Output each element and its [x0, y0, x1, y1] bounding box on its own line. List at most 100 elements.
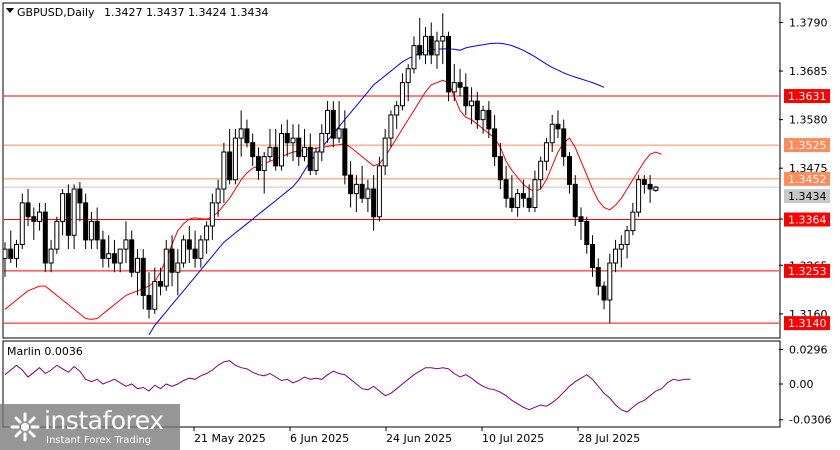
candle	[647, 175, 653, 203]
candle	[175, 249, 181, 296]
candle-body-bull	[267, 146, 273, 158]
candle-body-bear	[371, 188, 377, 218]
price-badge-box	[784, 89, 830, 104]
candle	[60, 189, 66, 236]
candle	[365, 179, 371, 213]
time-tick-label: 21 May 2025	[194, 432, 266, 445]
price-badge-box	[784, 263, 830, 278]
candle-body-bull	[60, 193, 66, 222]
price-badge: 1.3631	[784, 89, 830, 104]
candle-body-bull	[181, 239, 187, 264]
candle-body-bear	[520, 193, 526, 199]
candle	[284, 119, 290, 157]
ohlc-readout: 1.3427 1.3437 1.3424 1.3434	[104, 6, 268, 19]
candle	[111, 239, 117, 273]
candle-body-bull	[290, 137, 296, 144]
candle	[515, 189, 521, 217]
candle	[566, 152, 572, 194]
candle	[307, 133, 313, 176]
candle-body-bear	[417, 45, 423, 56]
candle-body-bear	[584, 220, 590, 245]
symbol-dropdown-icon[interactable]	[6, 8, 14, 13]
candle	[94, 207, 100, 250]
candle-body-bear	[77, 188, 83, 204]
candle-body-bear	[572, 183, 578, 218]
candle-body-bull	[2, 248, 8, 259]
candle	[428, 22, 434, 65]
price-badge: 1.3140	[784, 316, 830, 331]
candle-body-bull	[376, 165, 382, 218]
candle	[71, 184, 77, 250]
candle	[319, 124, 325, 162]
candle-body-bear	[25, 202, 31, 218]
candle	[204, 221, 210, 254]
price-badge-label: 1.3253	[788, 265, 827, 278]
candle	[376, 156, 382, 222]
candle	[509, 175, 515, 213]
candle	[158, 267, 164, 296]
candle	[595, 258, 601, 296]
candle	[417, 17, 423, 60]
candle-body-bull	[325, 109, 331, 134]
candle	[624, 226, 630, 259]
candle	[232, 128, 238, 185]
candle	[618, 235, 624, 268]
candle-body-bear	[509, 197, 515, 208]
candle-body-bull	[313, 151, 319, 171]
candle-body-bull	[123, 239, 129, 250]
indicator-label: Marlin 0.0036	[7, 345, 83, 358]
candle-body-bull	[198, 239, 204, 259]
candle-body-bull	[48, 248, 54, 264]
candle	[48, 239, 54, 273]
watermark: instaforex Instant Forex Trading	[0, 404, 180, 450]
candle-body-bull	[405, 68, 411, 84]
candle-body-bear	[244, 128, 250, 144]
candle-body-bull	[399, 82, 405, 107]
candle	[630, 202, 636, 236]
price-badge-box	[784, 171, 830, 186]
candle-body-bull	[215, 188, 221, 204]
price-badge-box	[784, 316, 830, 331]
time-tick-label: 6 Jun 2025	[290, 432, 349, 445]
price-badge-label: 1.3140	[788, 317, 827, 330]
candle	[578, 207, 584, 240]
instaforex-logo-icon	[10, 412, 40, 442]
candle-body-bear	[492, 128, 498, 158]
candle	[636, 175, 642, 217]
price-badge: 1.3525	[784, 138, 830, 153]
candle	[123, 221, 129, 263]
candle-body-bull	[653, 186, 659, 191]
candle-body-bull	[37, 211, 43, 222]
candle	[37, 202, 43, 231]
candle-body-bull	[238, 128, 244, 139]
candle-body-bear	[140, 257, 146, 296]
candle	[209, 193, 215, 240]
candle-body-bear	[250, 142, 256, 158]
candle-body-bull	[388, 114, 394, 139]
candle-body-bear	[94, 220, 100, 241]
candlesticks	[2, 13, 659, 324]
candle	[411, 36, 417, 74]
candle-body-bull	[278, 133, 284, 167]
candle-body-bull	[261, 156, 267, 171]
price-badge: 1.3452	[784, 171, 830, 186]
candle	[14, 239, 20, 268]
candle-body-bull	[88, 220, 94, 241]
time-tick-label: 10 Jul 2025	[482, 432, 544, 445]
indicator-tick-label: 0.0296	[789, 343, 828, 356]
indicator-pane	[4, 360, 691, 413]
indicator-tick-label: 0.00	[789, 378, 814, 391]
candle	[152, 267, 158, 314]
candle	[382, 128, 388, 176]
marlin-line	[4, 360, 691, 413]
price-tick-label: 1.3580	[789, 114, 828, 127]
candle	[446, 31, 452, 102]
candle-body-bull	[353, 183, 359, 195]
candle-body-bear	[359, 183, 365, 199]
candle	[463, 73, 469, 115]
candle	[325, 101, 331, 143]
candle-body-bear	[330, 109, 336, 139]
price-tick-label: 1.3685	[789, 65, 828, 78]
candle	[302, 128, 308, 162]
